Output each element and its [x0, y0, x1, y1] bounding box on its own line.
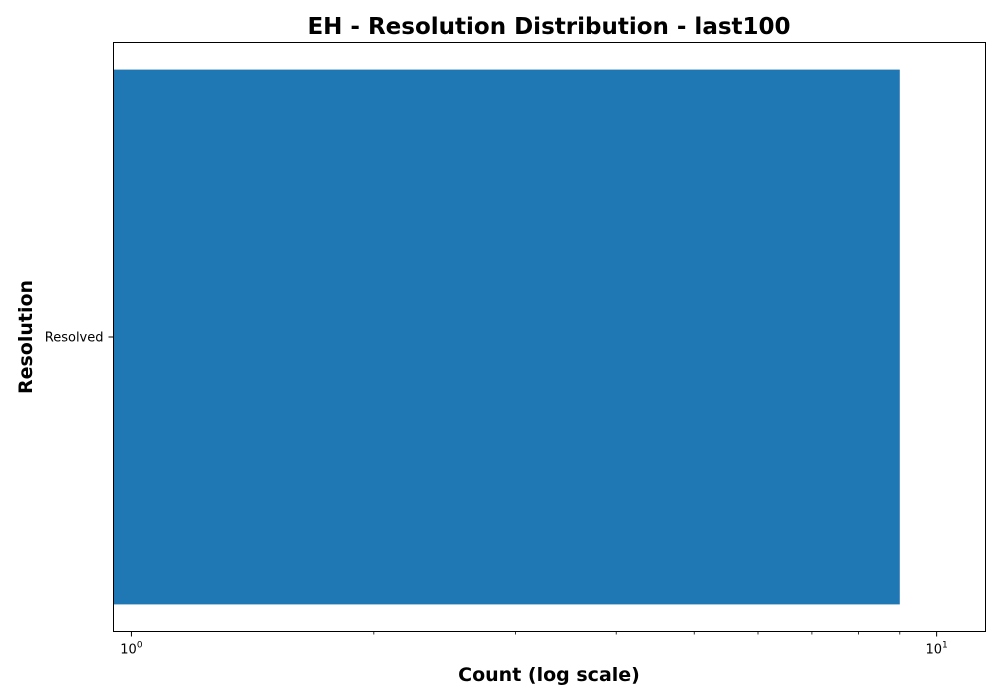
y-axis-label: Resolution [15, 280, 37, 394]
chart-title: EH - Resolution Distribution - last100 [307, 14, 790, 40]
x-tick-label: 101 [925, 641, 947, 658]
x-tick-label: 100 [120, 641, 143, 658]
y-axis: Resolved [45, 331, 114, 346]
x-axis: 100 101 [120, 631, 948, 658]
y-tick-label: Resolved [45, 331, 104, 346]
x-axis-label: Count (log scale) [458, 664, 640, 686]
bar-resolved [113, 69, 900, 605]
bars-group [113, 69, 900, 605]
